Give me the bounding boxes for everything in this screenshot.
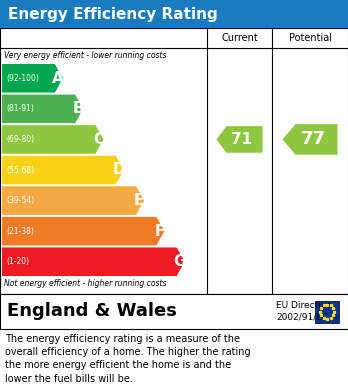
Bar (0, 0, 348, 28)
Polygon shape (2, 186, 144, 215)
Polygon shape (216, 126, 262, 153)
Polygon shape (2, 248, 185, 276)
Text: Current: Current (221, 33, 258, 43)
Polygon shape (2, 156, 124, 184)
Text: Very energy efficient - lower running costs: Very energy efficient - lower running co… (4, 51, 166, 60)
Bar (0, 28, 348, 294)
Text: The energy efficiency rating is a measure of the
overall efficiency of a home. T: The energy efficiency rating is a measur… (5, 334, 251, 384)
Text: 77: 77 (301, 131, 326, 149)
Text: D: D (113, 163, 125, 178)
Text: (39-54): (39-54) (6, 196, 34, 205)
Text: F: F (155, 224, 165, 239)
Polygon shape (2, 64, 63, 93)
Text: (55-68): (55-68) (6, 165, 34, 174)
Text: (69-80): (69-80) (6, 135, 34, 144)
Text: E: E (134, 193, 144, 208)
Text: (81-91): (81-91) (6, 104, 34, 113)
Text: A: A (52, 71, 64, 86)
Polygon shape (2, 125, 103, 154)
Text: (1-20): (1-20) (6, 257, 29, 266)
Text: Not energy efficient - higher running costs: Not energy efficient - higher running co… (4, 279, 166, 288)
Text: England & Wales: England & Wales (7, 303, 177, 321)
Polygon shape (2, 217, 164, 246)
Text: (92-100): (92-100) (6, 74, 39, 83)
Text: B: B (73, 101, 84, 117)
Text: EU Directive
2002/91/EC: EU Directive 2002/91/EC (276, 301, 332, 322)
Text: (21-38): (21-38) (6, 227, 34, 236)
Bar (0, 294, 348, 329)
Text: C: C (93, 132, 104, 147)
Text: 71: 71 (231, 132, 253, 147)
Text: Energy Efficiency Rating: Energy Efficiency Rating (8, 7, 218, 22)
Polygon shape (2, 95, 83, 123)
Text: G: G (174, 254, 186, 269)
Polygon shape (283, 124, 338, 155)
Text: Potential: Potential (288, 33, 332, 43)
Bar (315, 301, 339, 323)
